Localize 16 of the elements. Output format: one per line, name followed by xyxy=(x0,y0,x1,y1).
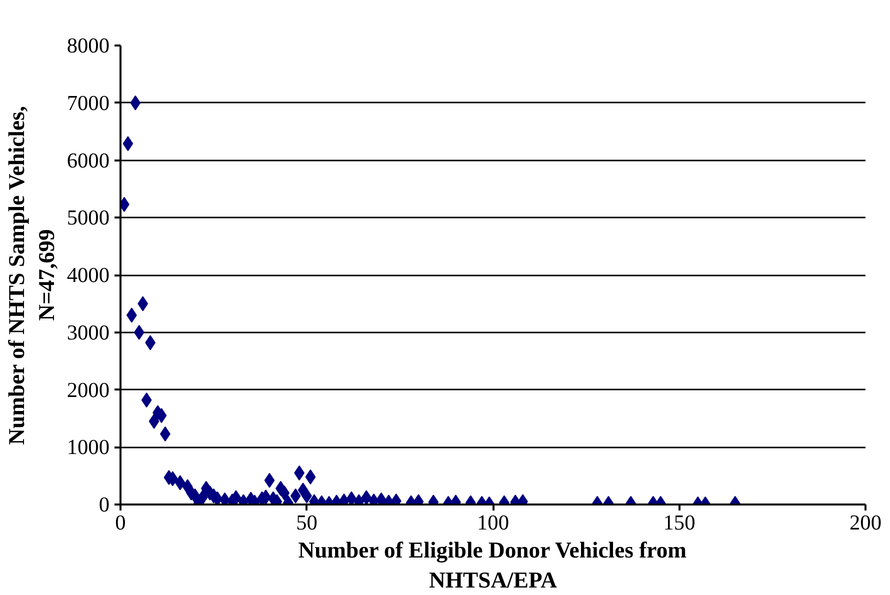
x-tick-label: 0 xyxy=(115,510,126,534)
y-tick-label: 7000 xyxy=(66,90,110,115)
y-tick-label: 2000 xyxy=(66,378,110,402)
x-tick-label: 200 xyxy=(850,510,882,534)
y-axis-title: Number of NHTS Sample Vehicles, N=47,699 xyxy=(4,106,59,445)
y-tick-label: 5000 xyxy=(66,206,110,230)
y-tick-label: 6000 xyxy=(66,148,110,172)
x-tick-label: 100 xyxy=(477,510,510,534)
x-tick-label: 150 xyxy=(663,510,696,534)
y-tick-label: 1000 xyxy=(66,435,110,460)
x-axis-title: Number of Eligible Donor Vehicles from NHTSA/EPA xyxy=(298,538,687,592)
y-tick-label: 3000 xyxy=(66,320,110,344)
y-tick-label: 0 xyxy=(98,492,110,516)
x-tick-label: 50 xyxy=(296,510,318,534)
y-tick-label: 4000 xyxy=(66,263,110,287)
y-tick-label: 8000 xyxy=(66,34,110,58)
